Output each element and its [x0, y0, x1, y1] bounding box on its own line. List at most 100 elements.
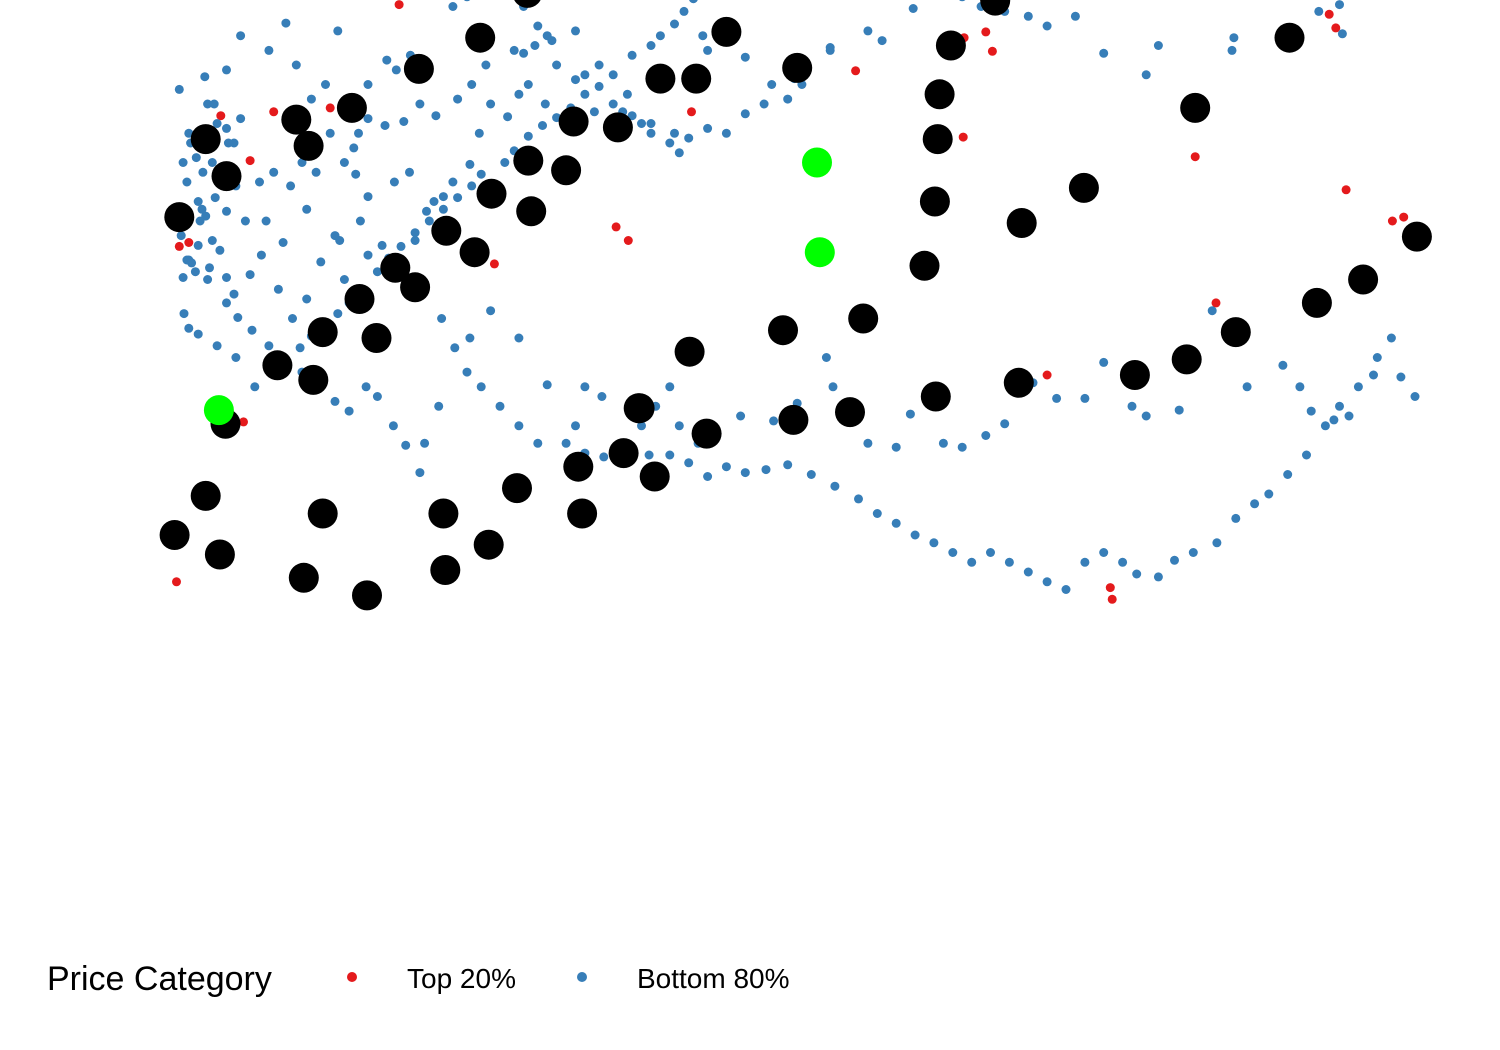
point-s2-72 [567, 498, 598, 529]
point-s1-281 [264, 45, 274, 55]
point-s2-42 [293, 130, 324, 161]
point-s1-62 [863, 26, 873, 36]
point-s2-13 [909, 250, 940, 281]
point-s1-2 [178, 158, 188, 167]
point-s1-252 [330, 396, 340, 406]
point-s2-40 [336, 92, 367, 123]
point-s1-345 [679, 6, 689, 16]
legend-key-top-20 [347, 972, 357, 982]
point-s0-18 [1324, 9, 1334, 19]
point-s1-343 [655, 31, 665, 41]
point-s1-323 [372, 267, 382, 277]
point-s0-25 [1105, 583, 1115, 593]
point-s1-340 [608, 70, 618, 80]
legend: Price Category Top 20% Bottom 80% [47, 960, 790, 998]
point-s1-306 [222, 206, 231, 216]
point-s1-100 [959, 0, 966, 2]
point-s2-50 [459, 237, 490, 268]
point-s3-2 [802, 147, 832, 178]
point-s0-31 [489, 259, 499, 269]
point-s1-308 [187, 258, 197, 268]
point-s1-51 [646, 128, 656, 138]
point-s2-6 [1274, 22, 1305, 53]
legend-title: Price Category [47, 960, 272, 998]
point-s1-153 [514, 421, 524, 431]
point-s2-9 [922, 124, 953, 155]
point-s2-57 [298, 364, 329, 395]
point-s1-291 [467, 80, 477, 89]
point-s1-307 [193, 240, 203, 250]
point-s1-90 [1229, 33, 1239, 43]
point-s1-311 [205, 263, 214, 273]
point-s2-20 [1003, 367, 1034, 398]
point-s1-282 [236, 31, 246, 41]
point-s2-10 [919, 186, 950, 217]
point-s2-54 [307, 317, 338, 348]
point-s2-65 [430, 555, 461, 585]
point-s1-198 [1386, 333, 1396, 343]
point-s1-314 [247, 325, 257, 335]
point-s1-169 [854, 494, 863, 504]
points-layer [159, 0, 1432, 611]
point-s1-117 [646, 119, 656, 128]
point-s1-275 [286, 181, 296, 191]
point-s1-194 [1320, 421, 1330, 431]
point-s1-283 [222, 65, 231, 75]
point-s1-280 [291, 60, 301, 70]
point-s1-203 [1329, 415, 1339, 425]
point-s1-33 [463, 0, 471, 2]
point-s1-123 [552, 60, 562, 70]
point-s1-330 [467, 181, 477, 191]
point-s1-248 [388, 421, 398, 431]
point-s1-221 [905, 409, 915, 419]
point-s1-180 [1061, 585, 1071, 594]
point-s1-187 [1188, 548, 1198, 557]
point-s1-218 [981, 431, 991, 440]
point-s1-145 [377, 240, 387, 250]
point-s1-229 [736, 411, 746, 421]
point-s1-346 [689, 0, 698, 4]
point-s1-59 [783, 94, 793, 104]
point-s1-163 [721, 462, 731, 472]
point-s1-317 [295, 343, 305, 353]
point-s1-9 [212, 119, 222, 128]
point-s1-48 [608, 99, 618, 109]
point-s1-210 [1174, 405, 1184, 415]
point-s1-92 [1153, 41, 1163, 50]
point-s1-177 [1004, 557, 1014, 567]
point-s2-33 [602, 112, 633, 143]
series-2 [159, 0, 1432, 611]
point-s1-244 [434, 401, 444, 411]
point-s1-279 [200, 72, 210, 82]
point-s1-167 [806, 470, 816, 479]
point-s2-11 [1006, 208, 1037, 238]
point-s1-165 [761, 465, 771, 475]
point-s1-277 [223, 138, 233, 148]
point-s2-62 [204, 539, 235, 570]
point-s1-125 [523, 80, 533, 89]
point-s2-16 [1301, 287, 1332, 318]
point-s1-286 [380, 121, 390, 130]
point-s1-213 [1099, 357, 1109, 367]
point-s1-214 [1080, 393, 1090, 403]
point-s2-43 [190, 124, 221, 155]
point-s1-290 [453, 94, 463, 104]
point-s1-223 [863, 438, 873, 448]
point-s1-139 [355, 216, 365, 226]
point-s2-34 [558, 106, 589, 137]
point-s1-159 [644, 450, 654, 460]
point-s2-46 [551, 155, 582, 186]
point-s2-12 [1068, 172, 1099, 203]
point-s1-140 [351, 169, 361, 179]
point-s1-184 [1132, 569, 1142, 579]
point-s1-49 [622, 89, 632, 99]
point-s0-14 [958, 132, 968, 142]
point-s1-63 [877, 36, 887, 46]
point-s1-157 [599, 452, 609, 462]
point-s1-118 [627, 111, 637, 121]
point-s2-17 [1220, 317, 1251, 348]
point-s1-113 [698, 31, 708, 41]
point-s1-135 [410, 236, 420, 245]
point-s0-1 [394, 0, 404, 10]
point-s2-14 [1401, 221, 1432, 252]
